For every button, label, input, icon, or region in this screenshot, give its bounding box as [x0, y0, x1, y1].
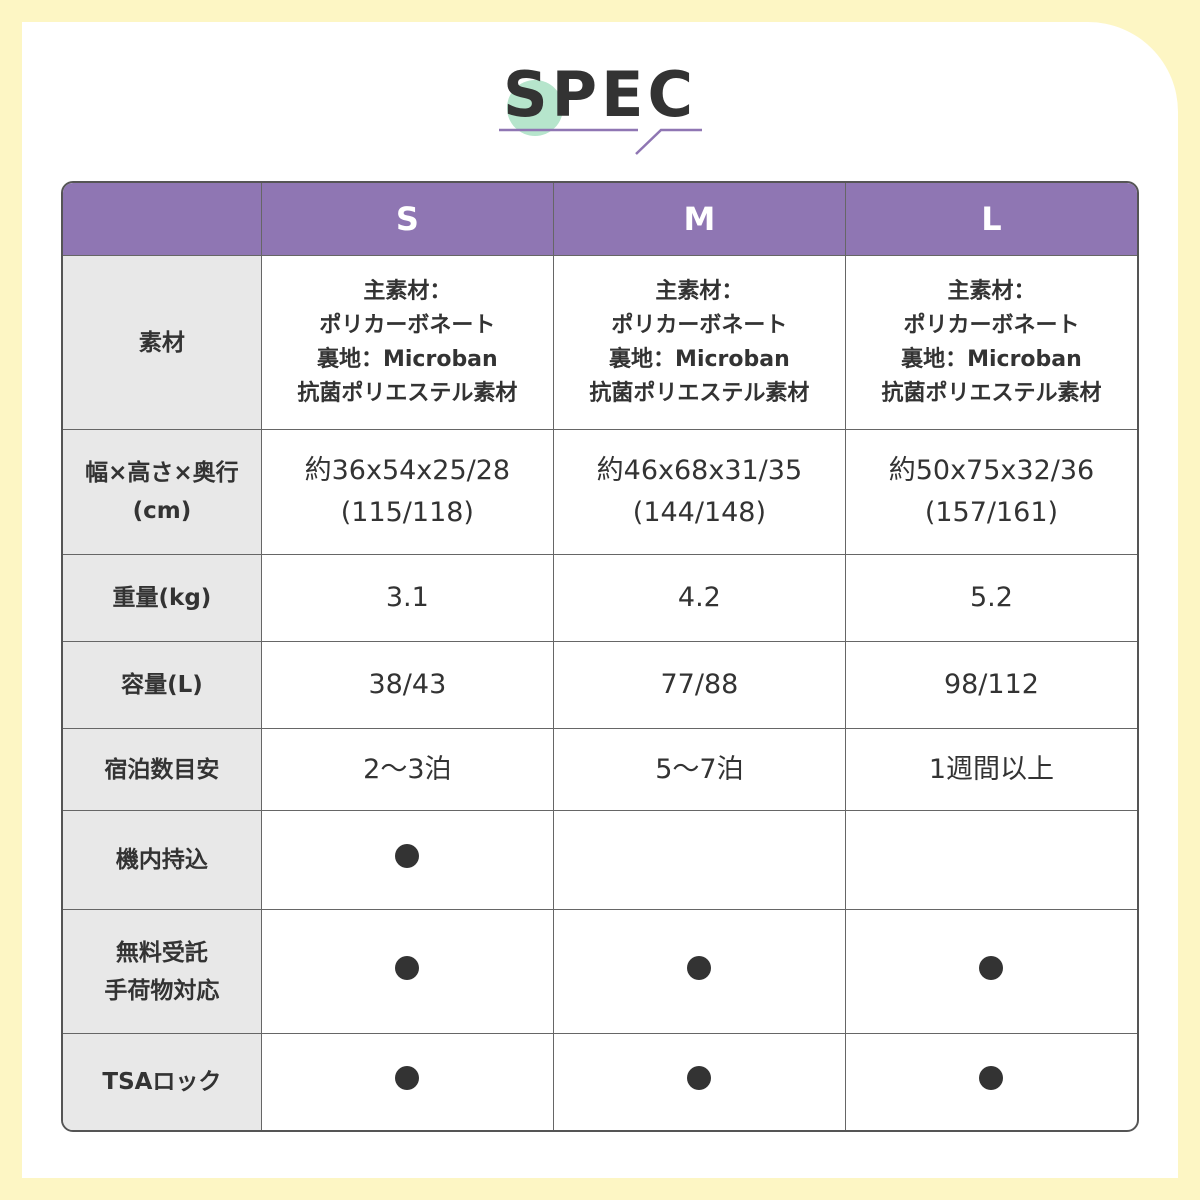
row-label-line: 幅×高さ×奥行 [85, 460, 239, 486]
cell-text: 3.1 [385, 582, 429, 613]
cell-text: (115/118) [340, 497, 474, 528]
cell-s: 2〜3泊 [261, 729, 554, 811]
cell-l: 1週間以上 [845, 729, 1137, 811]
row-label-line: (cm) [132, 498, 192, 524]
cell-text: ポリカーボネート [319, 312, 496, 338]
header-size-s: S [261, 183, 554, 256]
cell-text: 主素材： [655, 278, 744, 304]
cell-text: 主素材： [363, 278, 452, 304]
cell-m [554, 1034, 846, 1130]
row-label: TSAロック [63, 1034, 262, 1130]
available-dot-icon [687, 955, 712, 980]
table-row: 無料受託 手荷物対応 [63, 910, 1137, 1034]
row-label: 幅×高さ×奥行 (cm) [63, 430, 262, 555]
cell-text: 5.2 [969, 582, 1013, 613]
available-dot-icon [979, 955, 1004, 980]
row-label-line: 無料受託 [115, 939, 208, 966]
cell-text: 約46x68x31/35 [596, 455, 803, 486]
cell-text: ポリカーボネート [611, 312, 788, 338]
cell-m: 77/88 [553, 642, 846, 729]
table-row: 素材 主素材： ポリカーボネート 裏地：Microban 抗菌ポリエステル素材 主素材：ポ… [63, 256, 1137, 430]
title-accent-circle [507, 80, 563, 136]
cell-m: 5〜7泊 [553, 729, 846, 811]
row-label-line: TSAロック [102, 1069, 222, 1095]
cell-m: 約46x68x31/35 (144/148) [553, 430, 846, 555]
row-label: 機内持込 [63, 811, 262, 910]
row-label-line: 宿泊数目安 [104, 756, 220, 783]
table-row: 重量(kg) 3.1 4.2 5.2 [63, 555, 1137, 642]
cell-l: 主素材： ポリカーボネート 裏地：Microban 抗菌ポリエステル素材 [845, 256, 1137, 430]
row-label: 重量(kg) [63, 555, 262, 642]
cell-text: (157/161) [924, 497, 1059, 528]
cell-l: 約50x75x32/36 (157/161) [845, 430, 1137, 555]
cell-text: 1週間以上 [928, 753, 1055, 785]
available-dot-icon [395, 844, 420, 868]
cell-text: 98/112 [943, 669, 1039, 700]
header-size-l: L [845, 183, 1137, 256]
available-dot-icon [395, 1066, 420, 1090]
table-row: 宿泊数目安 2〜3泊 5〜7泊 1週間以上 [63, 729, 1137, 811]
cell-text: 裏地：Microban [317, 346, 498, 372]
cell-l [845, 811, 1137, 910]
available-dot-icon [979, 1066, 1004, 1090]
row-label: 容量(L) [63, 642, 262, 729]
row-label-line: 素材 [138, 329, 185, 356]
cell-text: 約50x75x32/36 [888, 455, 1095, 486]
cell-l: 5.2 [845, 555, 1137, 642]
cell-s [261, 811, 554, 910]
table-row: 容量(L) 38/43 77/88 98/112 [63, 642, 1137, 729]
table-row: 幅×高さ×奥行 (cm) 約36x54x25/28 (115/118) 約46x68x3… [63, 430, 1137, 555]
title-underline [499, 128, 702, 155]
cell-s [261, 910, 554, 1034]
cell-text: 主素材： [947, 278, 1036, 304]
row-label-line: 重量(kg) [112, 585, 212, 611]
row-label: 宿泊数目安 [63, 729, 262, 811]
cell-text: 約36x54x25/28 [304, 455, 511, 486]
cell-text: 77/88 [660, 669, 739, 700]
available-dot-icon [395, 955, 420, 980]
cell-text: 5〜7泊 [655, 753, 744, 785]
row-label-line: 機内持込 [115, 847, 208, 873]
cell-text: 2〜3泊 [363, 753, 452, 785]
table-row: 機内持込 [63, 811, 1137, 910]
page-title: SPEC [503, 58, 697, 131]
cell-l: 98/112 [845, 642, 1137, 729]
cell-m [553, 811, 846, 910]
cell-l [845, 910, 1137, 1034]
cell-text: 抗菌ポリエステル素材 [881, 380, 1102, 406]
cell-s [262, 1034, 554, 1130]
cell-s: 38/43 [261, 642, 554, 729]
cell-m: 4.2 [553, 555, 846, 642]
cell-l [846, 1034, 1137, 1130]
cell-m [553, 910, 846, 1034]
cell-text: 裏地：Microban [609, 346, 790, 372]
title-block: SPEC [480, 50, 720, 170]
row-label-line: 容量(L) [121, 672, 203, 698]
header-size-m: M [553, 183, 846, 256]
cell-text: 38/43 [368, 669, 447, 700]
cell-text: (144/148) [632, 497, 767, 528]
available-dot-icon [687, 1066, 712, 1090]
cell-text: 裏地：Microban [901, 346, 1082, 372]
cell-s: 約36x54x25/28 (115/118) [261, 430, 554, 555]
cell-s: 主素材： ポリカーボネート 裏地：Microban 抗菌ポリエステル素材 [261, 256, 554, 430]
header-corner [63, 183, 262, 256]
cell-text: 抗菌ポリエステル素材 [589, 380, 810, 406]
row-label: 素材 [63, 256, 262, 430]
cell-m: 主素材： ポリカーボネート 裏地：Microban 抗菌ポリエステル素材 [553, 256, 846, 430]
row-label: 無料受託 手荷物対応 [63, 910, 262, 1034]
cell-s: 3.1 [261, 555, 554, 642]
row-label-line: 手荷物対応 [104, 977, 220, 1004]
cell-text: 抗菌ポリエステル素材 [297, 380, 518, 406]
cell-text: ポリカーボネート [903, 312, 1080, 338]
cell-text: 4.2 [677, 582, 721, 613]
table-row: TSAロック [63, 1034, 1137, 1130]
